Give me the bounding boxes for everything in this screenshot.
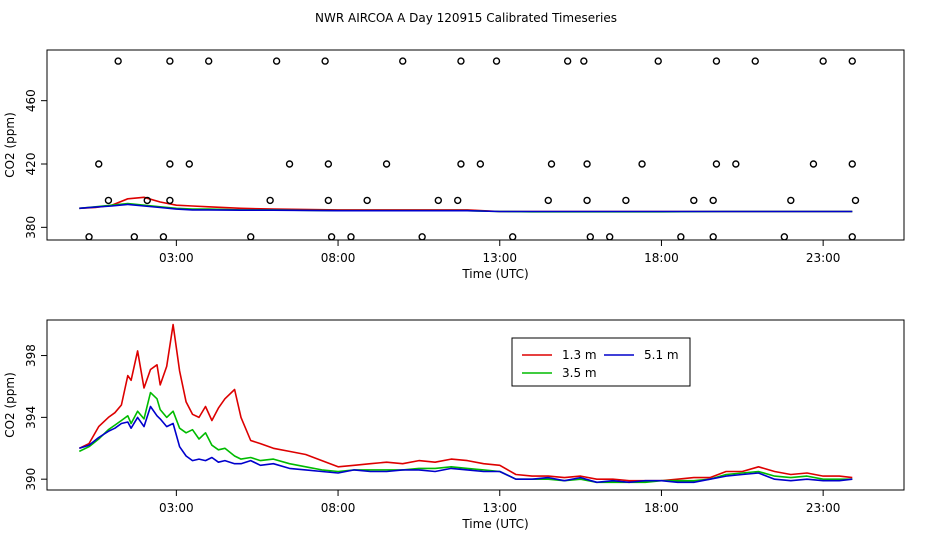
x-tick-label: 18:00 xyxy=(644,251,679,265)
y-tick-label: 380 xyxy=(24,216,38,239)
calibration-point xyxy=(848,57,856,65)
calibration-point xyxy=(347,233,355,241)
calibration-point xyxy=(476,160,485,168)
calibration-point xyxy=(809,160,818,168)
calibration-point xyxy=(712,160,721,168)
calibration-point xyxy=(677,233,685,241)
calibration-point xyxy=(580,57,588,65)
calibration-point xyxy=(848,233,856,241)
y-tick-label: 460 xyxy=(24,89,38,112)
calibration-point xyxy=(272,57,281,65)
calibration-point xyxy=(166,57,174,65)
legend-label: 1.3 m xyxy=(562,348,597,362)
y-axis-label: CO2 (ppm) xyxy=(3,112,17,178)
calibration-point xyxy=(457,57,465,65)
calibration-point xyxy=(709,196,717,205)
calibration-point xyxy=(130,233,139,241)
calibration-point xyxy=(712,57,721,65)
y-tick-label: 394 xyxy=(24,406,38,429)
calibration-point xyxy=(434,196,443,205)
calibration-point xyxy=(654,57,662,65)
legend-box xyxy=(511,337,691,387)
calibration-point xyxy=(85,233,93,241)
calibration-point xyxy=(751,57,759,65)
x-tick-label: 13:00 xyxy=(482,251,517,265)
calibration-point xyxy=(95,160,103,168)
calibration-point xyxy=(321,57,329,65)
calibration-point xyxy=(819,57,827,65)
calibration-point xyxy=(563,57,572,65)
calibration-point xyxy=(457,160,465,168)
plot-frame xyxy=(46,319,905,491)
calibration-point xyxy=(638,160,646,168)
calibration-point xyxy=(418,233,426,241)
legend-label: 3.5 m xyxy=(562,366,597,380)
calibration-point xyxy=(732,160,740,168)
series-line-5-1-m xyxy=(79,405,853,484)
calibration-point xyxy=(583,160,591,168)
calibration-point xyxy=(266,196,274,205)
calibration-point xyxy=(166,160,174,168)
bottom-panel: 03:00 08:00 13:00 18:00 23:00 390 394 398 Time (… xyxy=(3,319,905,531)
y-axis-label: CO2 (ppm) xyxy=(3,372,17,438)
calibration-point xyxy=(363,196,371,205)
x-tick-label: 03:00 xyxy=(159,501,194,515)
calibration-point xyxy=(204,57,213,65)
series-line-3-5-m xyxy=(78,391,853,484)
x-tick-label: 08:00 xyxy=(321,501,356,515)
calibration-point xyxy=(622,196,630,205)
calibration-point xyxy=(851,196,860,205)
calibration-point xyxy=(583,196,591,205)
plot-area xyxy=(78,323,853,484)
legend-label: 5.1 m xyxy=(644,348,679,362)
x-tick-label: 23:00 xyxy=(806,501,841,515)
calibration-point xyxy=(104,196,113,205)
calibration-point xyxy=(492,57,501,65)
calibration-point xyxy=(114,57,122,65)
x-tick-label: 18:00 xyxy=(644,501,679,515)
calibration-point xyxy=(780,233,789,241)
calibration-point xyxy=(285,160,294,168)
x-tick-label: 08:00 xyxy=(321,251,356,265)
calibration-point xyxy=(709,233,717,241)
calibration-point xyxy=(143,196,151,205)
legend: 1.3 m 5.1 m 3.5 m xyxy=(511,337,691,387)
calibration-point xyxy=(247,233,255,241)
calibration-point xyxy=(606,233,614,241)
calibration-point xyxy=(547,160,556,168)
plot-frame xyxy=(46,49,905,241)
y-tick-label: 390 xyxy=(24,468,38,491)
x-tick-label: 23:00 xyxy=(806,251,841,265)
calibration-point xyxy=(399,57,407,65)
x-axis-label: Time (UTC) xyxy=(461,517,528,531)
chart-title: NWR AIRCOA A Day 120915 Calibrated Times… xyxy=(315,11,617,25)
calibration-point xyxy=(185,160,193,168)
plot-area xyxy=(79,196,853,213)
y-tick-label: 398 xyxy=(24,344,38,367)
calibration-point xyxy=(327,233,336,241)
series-line-5-1-m xyxy=(79,203,853,213)
series-line-1-3-m xyxy=(78,323,853,482)
calibration-point xyxy=(166,196,174,205)
calibration-point xyxy=(690,196,698,205)
calibration-point xyxy=(324,196,333,205)
calibration-point xyxy=(848,160,856,168)
x-tick-label: 03:00 xyxy=(159,251,194,265)
calibration-point xyxy=(454,196,462,205)
x-tick-label: 13:00 xyxy=(482,501,517,515)
x-axis-label: Time (UTC) xyxy=(461,267,528,281)
calibration-point xyxy=(508,233,517,241)
top-panel: 03:00 08:00 13:00 18:00 23:00 380 420 460 Time (… xyxy=(3,49,905,281)
calibration-point xyxy=(544,196,552,205)
calibration-point xyxy=(324,160,333,168)
calibration-point xyxy=(787,196,795,205)
calibration-point xyxy=(159,233,168,241)
calibration-point xyxy=(586,233,595,241)
calibration-point xyxy=(382,160,391,168)
y-tick-label: 420 xyxy=(24,153,38,176)
